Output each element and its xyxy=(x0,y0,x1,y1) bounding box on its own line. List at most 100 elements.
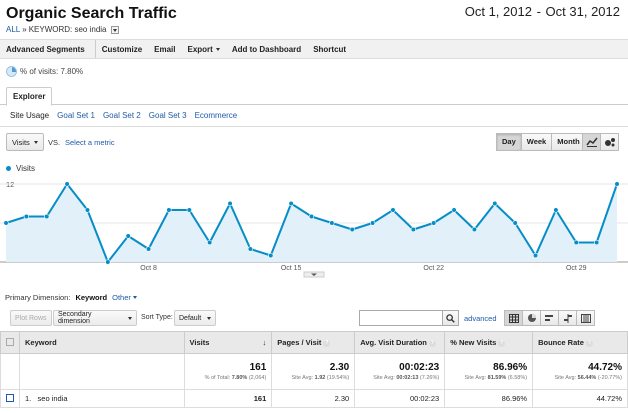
breadcrumb-separator: » xyxy=(22,25,27,34)
advanced-segments-button[interactable]: Advanced Segments xyxy=(0,40,96,58)
report-toolbar: Advanced Segments Customize Email Export… xyxy=(0,39,628,59)
totals-duration-sub: Site Avg: 00:02:13 (7.26%) xyxy=(360,375,439,381)
date-range-picker[interactable]: Oct 1, 2012 - Oct 31, 2012 xyxy=(465,4,620,19)
x-tick-label: Oct 15 xyxy=(281,265,302,272)
tab-explorer[interactable]: Explorer xyxy=(6,87,53,106)
subtab-ecommerce[interactable]: Ecommerce xyxy=(194,111,238,120)
advanced-filter-link[interactable]: advanced xyxy=(464,314,497,323)
chevron-down-icon xyxy=(215,47,220,51)
chevron-down-icon xyxy=(311,273,317,276)
day-button[interactable]: Day xyxy=(496,133,522,151)
totals-bounce-cell: 44.72% Site Avg: 56.44% (-20.77%) xyxy=(532,353,628,390)
data-point xyxy=(390,207,396,213)
line-chart-view-button[interactable] xyxy=(582,133,601,151)
date-start: Oct 1, 2012 xyxy=(464,4,532,19)
row-new-visits: 86.96% xyxy=(444,389,534,408)
add-to-dashboard-button[interactable]: Add to Dashboard xyxy=(226,45,307,54)
period-toggle: Day Week Month xyxy=(496,133,586,151)
visits-column-header[interactable]: Visits ↓ xyxy=(183,331,273,354)
pie-chart-icon xyxy=(527,314,536,322)
chevron-down-icon xyxy=(34,140,38,144)
month-button[interactable]: Month xyxy=(551,133,586,151)
customize-button[interactable]: Customize xyxy=(96,45,148,54)
data-point xyxy=(410,226,416,233)
totals-bounce-sub-value: 56.44% xyxy=(577,375,597,381)
advanced-segments-label: Advanced Segments xyxy=(6,44,85,54)
grid-icon xyxy=(508,313,519,323)
pages-visit-header-label: Pages / Visit xyxy=(277,338,322,347)
data-point xyxy=(431,220,437,226)
totals-visits-sub-label: % of Total: xyxy=(204,375,231,381)
breadcrumb: ALL » KEYWORD: seo india xyxy=(6,25,119,34)
table-row[interactable]: 1. seo india 161 2.30 00:02:23 86.96% 44… xyxy=(0,389,628,408)
motion-chart-view-button[interactable] xyxy=(600,133,619,151)
data-point xyxy=(512,220,518,226)
avg-duration-column-header[interactable]: Avg. Visit Duration? xyxy=(354,331,446,354)
data-point xyxy=(207,239,213,246)
email-button[interactable]: Email xyxy=(148,45,181,54)
plot-rows-button[interactable]: Plot Rows xyxy=(10,310,52,326)
data-point xyxy=(166,207,172,213)
search-icon xyxy=(446,313,455,323)
term-cloud-view-button[interactable] xyxy=(576,310,595,326)
performance-view-button[interactable] xyxy=(540,310,559,326)
help-icon[interactable]: ? xyxy=(498,339,506,347)
export-button[interactable]: Export xyxy=(182,45,226,54)
pie-view-button[interactable] xyxy=(522,310,541,326)
help-icon[interactable]: ? xyxy=(585,339,593,347)
other-label: Other xyxy=(112,293,131,302)
keyword-table: Keyword Visits ↓ Pages / Visit? Avg. Visi… xyxy=(0,331,628,408)
metric-select[interactable]: Visits xyxy=(6,133,44,151)
select-metric-link[interactable]: Select a metric xyxy=(65,138,115,147)
data-point xyxy=(247,246,253,252)
chart-controls: Visits VS. Select a metric Day Week Mont… xyxy=(0,133,628,153)
visits-header-label: Visits xyxy=(189,338,210,347)
comparison-view-button[interactable] xyxy=(558,310,577,326)
primary-dimension-keyword[interactable]: Keyword xyxy=(75,293,108,302)
visits-chart: Oct 8 Oct 15 Oct 22 Oct 29 xyxy=(0,176,628,278)
pie-chart-icon xyxy=(6,66,17,77)
legend-marker xyxy=(6,166,11,171)
breadcrumb-all-link[interactable]: ALL xyxy=(6,25,21,34)
row-keyword-cell: 1. seo india xyxy=(19,389,185,408)
data-point xyxy=(329,220,335,226)
subtab-site-usage[interactable]: Site Usage xyxy=(10,111,50,120)
data-point xyxy=(553,207,559,213)
data-point xyxy=(44,213,50,220)
x-tick-label: Oct 8 xyxy=(140,265,157,272)
shortcut-button[interactable]: Shortcut xyxy=(307,45,352,54)
data-point xyxy=(614,181,620,187)
chevron-down-icon xyxy=(132,296,137,299)
secondary-dimension-select[interactable]: Secondary dimension xyxy=(53,310,137,326)
pivot-icon xyxy=(580,313,591,323)
help-icon[interactable]: ? xyxy=(323,339,331,347)
legend-label: Visits xyxy=(16,164,35,173)
data-point xyxy=(3,220,9,226)
subtab-goal-set-2[interactable]: Goal Set 2 xyxy=(102,111,141,120)
segment-summary: % of visits: 7.80% xyxy=(6,66,83,77)
totals-pages-sub-value: 1.92 xyxy=(314,375,326,381)
row-visits: 161 xyxy=(183,389,273,408)
row-checkbox[interactable] xyxy=(6,393,14,402)
select-all-checkbox[interactable] xyxy=(6,337,14,346)
pages-visit-column-header[interactable]: Pages / Visit? xyxy=(271,331,356,354)
bounce-rate-column-header[interactable]: Bounce Rate? xyxy=(532,331,628,354)
primary-dimension-other[interactable]: Other xyxy=(112,293,137,302)
subtab-goal-set-3[interactable]: Goal Set 3 xyxy=(148,111,187,120)
subtab-goal-set-1[interactable]: Goal Set 1 xyxy=(57,111,95,120)
row-keyword-link[interactable]: seo india xyxy=(37,394,68,403)
week-button[interactable]: Week xyxy=(520,133,553,151)
new-visits-column-header[interactable]: % New Visits? xyxy=(444,331,534,354)
data-point xyxy=(145,246,152,252)
x-tick-label: Oct 22 xyxy=(423,265,444,272)
keyword-column-header[interactable]: Keyword xyxy=(19,331,185,354)
sort-type-select[interactable]: Default xyxy=(174,310,216,326)
row-pages-visit: 2.30 xyxy=(271,389,356,408)
breadcrumb-dropdown-icon[interactable] xyxy=(110,25,119,34)
row-bounce-rate: 44.72% xyxy=(532,389,628,408)
help-icon[interactable]: ? xyxy=(428,339,436,347)
search-button[interactable] xyxy=(442,310,459,326)
divider xyxy=(0,126,628,127)
table-search-input[interactable] xyxy=(359,310,447,326)
table-view-button[interactable] xyxy=(504,310,523,326)
